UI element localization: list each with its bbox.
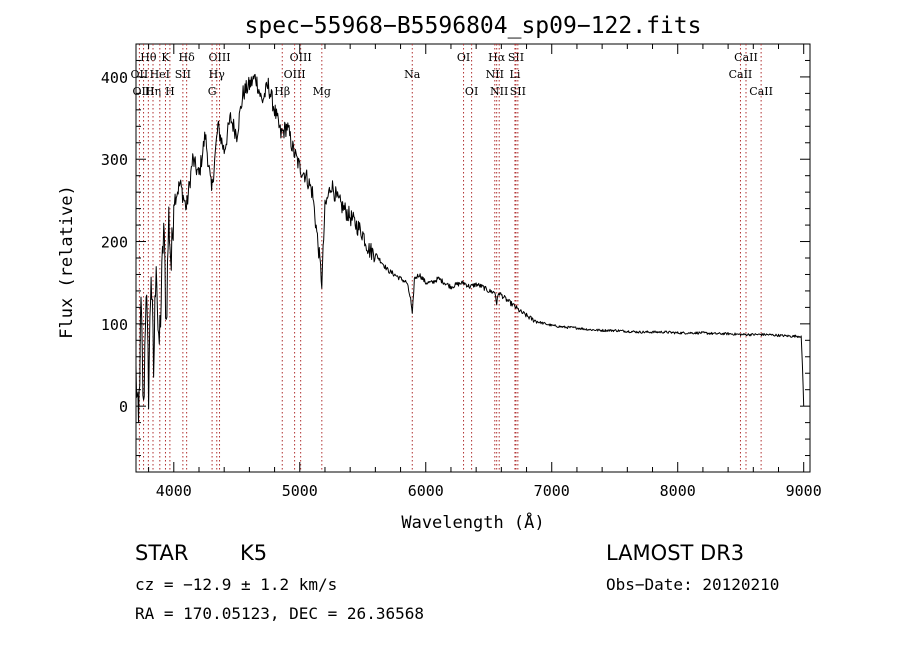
line-marker-label: Li <box>510 68 521 81</box>
x-tick-label: 7000 <box>534 482 570 500</box>
plot-frame <box>135 43 811 473</box>
x-tick-label: 4000 <box>156 482 192 500</box>
line-marker-label: Hγ <box>209 68 226 81</box>
x-axis-label: Wavelength (Å) <box>401 511 544 533</box>
line-marker-label: SII <box>510 85 526 98</box>
ra-dec-coordinates: RA = 170.05123, DEC = 26.36568 <box>135 604 424 623</box>
line-marker-label: CaII <box>734 51 758 64</box>
line-marker-label: OI <box>465 85 478 98</box>
y-axis-label: Flux (relative) <box>57 185 77 339</box>
observation-date: Obs−Date: 20120210 <box>606 575 780 594</box>
line-marker-label: Hδ <box>179 51 196 64</box>
line-marker-label: OI <box>457 51 470 64</box>
line-marker-label: NII <box>486 68 504 81</box>
line-marker-label: OII <box>131 68 149 81</box>
x-tick-label: 9000 <box>786 482 822 500</box>
x-tick-label: 5000 <box>282 482 318 500</box>
y-tick-label: 0 <box>119 398 128 416</box>
survey-name: LAMOST DR3 <box>606 541 745 565</box>
flux-series-line <box>135 73 805 423</box>
line-marker-label: HeI <box>150 68 170 81</box>
x-tick-label: 6000 <box>408 482 444 500</box>
x-tick-label: 8000 <box>660 482 696 500</box>
line-marker-label: Hα <box>488 51 506 64</box>
line-marker-label: OIII <box>133 85 155 98</box>
line-marker-label: SII <box>175 68 191 81</box>
line-marker-label: OIII <box>290 51 312 64</box>
line-marker-label: OIII <box>208 51 230 64</box>
line-marker-label: Mg <box>313 85 331 98</box>
y-tick-label: 200 <box>101 234 128 252</box>
y-tick-label: 400 <box>101 69 128 87</box>
line-marker-label: CaII <box>749 85 773 98</box>
line-marker-label: Hβ <box>274 85 290 98</box>
line-marker-label: H <box>165 85 175 98</box>
y-tick-label: 300 <box>101 151 128 169</box>
line-marker-label: CaII <box>729 68 753 81</box>
line-marker-label: Hθ <box>140 51 157 64</box>
line-marker-label: NII <box>490 85 508 98</box>
spectral-subclass: K5 <box>240 541 268 565</box>
axes: 4000 5000 6000 7000 8000 9000 0 100 200 300 400 <box>101 43 822 500</box>
line-marker-label: Hη <box>145 85 161 98</box>
line-marker-label: K <box>161 51 170 64</box>
chart-title: spec−55968−B5596804_sp09−122.fits <box>245 13 702 39</box>
redshift-velocity: cz = −12.9 ± 1.2 km/s <box>135 575 338 594</box>
line-marker-label: G <box>208 85 217 98</box>
line-marker-label: SII <box>508 51 524 64</box>
y-tick-label: 100 <box>101 316 128 334</box>
series <box>135 73 805 423</box>
line-marker-label: OIII <box>284 68 306 81</box>
object-class: STAR <box>135 541 189 565</box>
line-marker-label: Na <box>404 68 421 81</box>
